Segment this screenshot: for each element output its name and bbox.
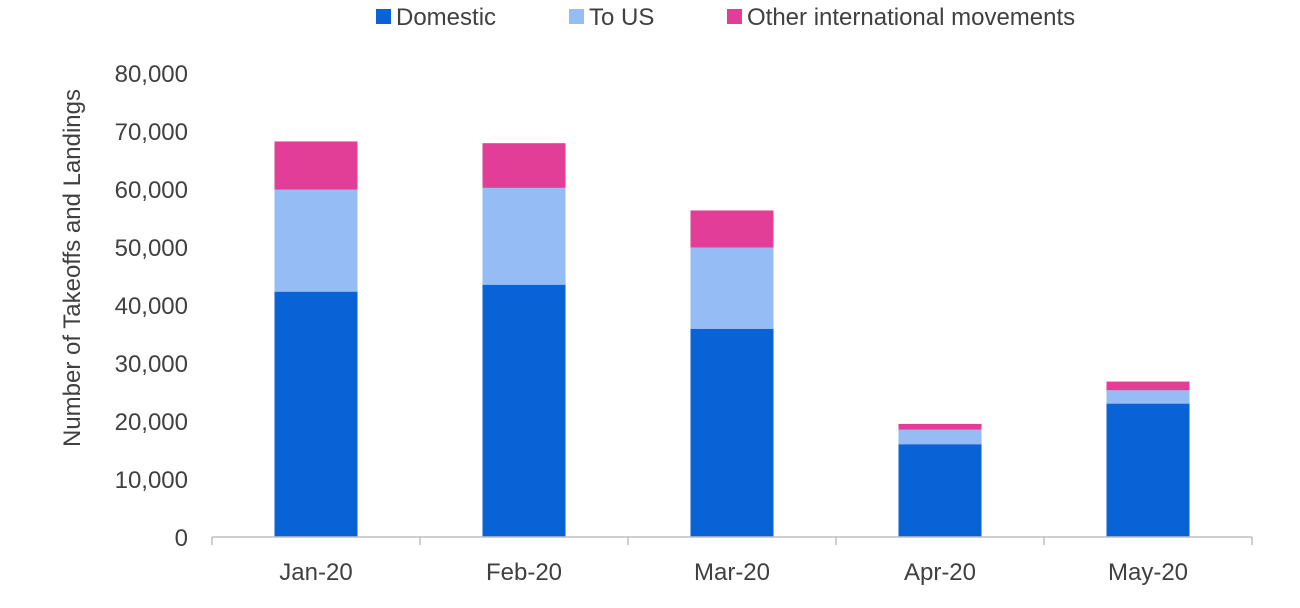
bar-domestic-feb-20: [482, 284, 566, 537]
y-tick-label: 10,000: [115, 467, 188, 494]
legend-swatch: [376, 9, 391, 24]
y-tick-label: 20,000: [115, 409, 188, 436]
x-axis: Jan-20 Feb-20 Mar-20 Apr-20 May-20: [211, 537, 1253, 586]
legend: Domestic To US Other international movemen…: [376, 4, 1075, 31]
y-axis-title: Number of Takeoffs and Landings: [59, 89, 86, 447]
legend-swatch: [727, 9, 742, 24]
bar-other-international-movements-feb-20: [482, 143, 566, 188]
x-tick-label: Mar-20: [694, 559, 770, 586]
x-tick-label: May-20: [1108, 559, 1188, 586]
bar-to-us-feb-20: [482, 187, 566, 285]
y-tick-label: 0: [175, 525, 188, 552]
bar-domestic-apr-20: [898, 444, 982, 537]
legend-swatch: [569, 9, 584, 24]
bar-other-international-movements-mar-20: [690, 210, 774, 248]
bar-domestic-may-20: [1106, 403, 1190, 537]
x-tick-label: Apr-20: [904, 559, 976, 586]
y-tick-label: 50,000: [115, 235, 188, 262]
y-tick-label: 30,000: [115, 351, 188, 378]
y-tick-label: 70,000: [115, 119, 188, 146]
bar-to-us-mar-20: [690, 247, 774, 329]
x-tick-label: Feb-20: [486, 559, 562, 586]
bar-other-international-movements-may-20: [1106, 381, 1190, 391]
bar-domestic-jan-20: [274, 291, 358, 537]
bar-to-us-may-20: [1106, 390, 1190, 404]
bar-to-us-apr-20: [898, 429, 982, 445]
y-tick-label: 40,000: [115, 293, 188, 320]
legend-label: Other international movements: [747, 4, 1075, 31]
legend-label: To US: [589, 4, 654, 31]
plot-area: [274, 141, 1190, 537]
y-tick-label: 80,000: [115, 61, 188, 88]
bar-to-us-jan-20: [274, 189, 358, 292]
y-tick-label: 60,000: [115, 177, 188, 204]
bar-other-international-movements-apr-20: [898, 423, 982, 430]
legend-label: Domestic: [396, 4, 496, 31]
bar-other-international-movements-jan-20: [274, 141, 358, 190]
x-tick-label: Jan-20: [279, 559, 352, 586]
bar-domestic-mar-20: [690, 328, 774, 537]
y-axis: 0 10,000 20,000 30,000 40,000 50,000 60,000 70,…: [115, 61, 188, 552]
